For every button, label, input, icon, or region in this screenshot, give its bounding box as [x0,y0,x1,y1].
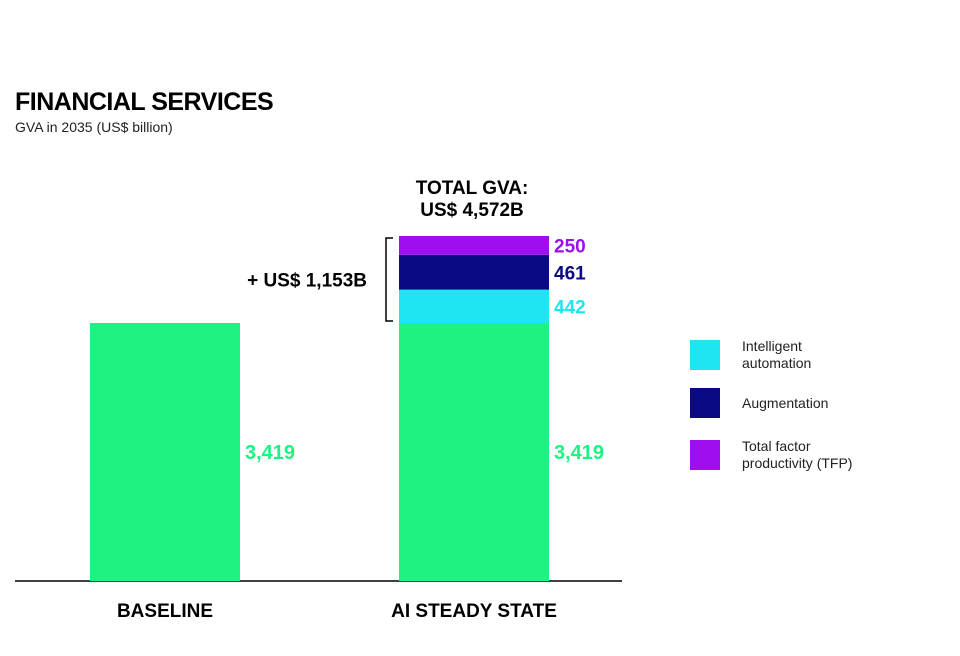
chart-title: FINANCIAL SERVICES [15,88,274,116]
total-annotation: US$ 4,572B [420,200,524,221]
legend-label: Augmentation [742,394,829,411]
legend-label: Intelligent automation [742,338,812,371]
bracket [385,237,393,322]
data-label: 3,419 [554,442,604,464]
bar-segment-total-factor-productivity-tfp- [399,235,549,255]
legend-item-tfp: Total factor productivity (TFP) [690,438,910,472]
legend-item-augmentation: Augmentation [690,388,910,418]
chart-subtitle: GVA in 2035 (US$ billion) [15,119,173,135]
legend-swatch [690,340,720,370]
legend-swatch [690,388,720,418]
legend-swatch [690,440,720,470]
total-annotation: TOTAL GVA: [416,178,529,199]
data-label: 442 [554,297,586,318]
bar-segment-baseline [399,323,549,581]
bar-segment-intelligent-automation [399,289,549,323]
increase-annotation: + US$ 1,153B [247,270,367,291]
legend-item-intelligent-automation: Intelligent automation [690,338,910,372]
legend-label: Total factor productivity (TFP) [742,438,853,471]
data-label: 3,419 [245,442,295,464]
bar-segment-baseline [90,323,240,581]
category-label: BASELINE [117,601,213,622]
category-label: AI STEADY STATE [391,601,557,622]
bar-segment-augmentation [399,254,549,290]
data-label: 461 [554,263,586,284]
data-label: 250 [554,236,586,257]
